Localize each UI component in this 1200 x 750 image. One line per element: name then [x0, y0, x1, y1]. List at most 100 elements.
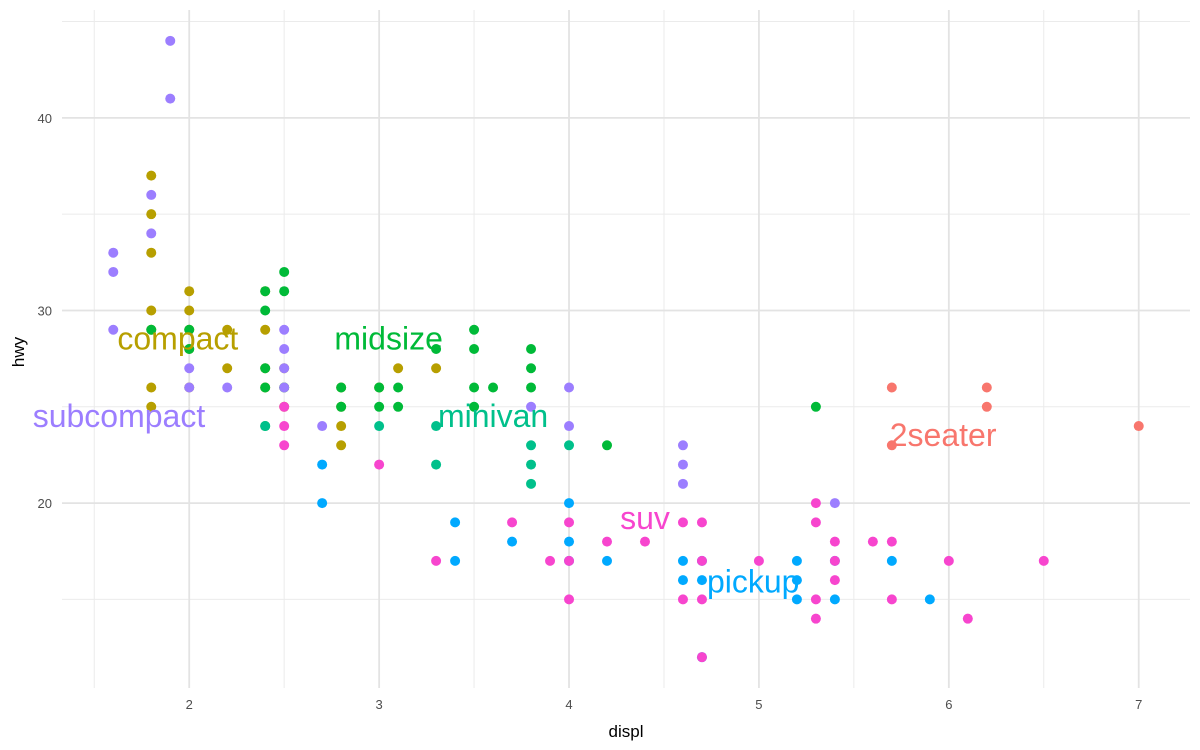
group-labels: 2seater compact midsize minivan pickup subcom… — [33, 321, 997, 600]
data-point-minivan — [564, 440, 575, 451]
data-point-suv — [677, 594, 688, 605]
data-point-compact — [393, 363, 404, 374]
data-point-pickup — [317, 498, 328, 509]
data-point-2seater — [981, 401, 992, 412]
data-point-midsize — [374, 382, 385, 393]
data-point-midsize — [260, 382, 271, 393]
data-point-suv — [867, 536, 878, 547]
data-point-minivan — [526, 459, 537, 470]
data-point-midsize — [279, 286, 290, 297]
data-point-midsize — [469, 324, 480, 335]
data-point-suv — [962, 613, 973, 624]
data-point-subcompact — [677, 440, 688, 451]
data-point-suv — [810, 594, 821, 605]
data-point-subcompact — [677, 478, 688, 489]
data-point-midsize — [810, 401, 821, 412]
data-point-suv — [564, 555, 575, 566]
data-point-midsize — [336, 382, 347, 393]
data-point-midsize — [146, 324, 157, 335]
data-point-pickup — [564, 498, 575, 509]
data-point-2seater — [886, 440, 897, 451]
data-point-suv — [886, 594, 897, 605]
minor-gridlines — [62, 10, 1190, 688]
data-point-subcompact — [279, 344, 290, 354]
data-point-minivan — [526, 440, 537, 451]
data-point-pickup — [677, 555, 688, 566]
data-point-suv — [696, 594, 707, 605]
data-point-compact — [260, 324, 271, 335]
data-point-compact — [336, 421, 347, 432]
x-axis-title: displ — [609, 722, 644, 741]
data-point-suv — [810, 517, 821, 528]
data-point-midsize — [374, 401, 385, 412]
data-point-subcompact — [279, 382, 290, 393]
data-point-compact — [146, 247, 157, 258]
data-point-suv — [602, 536, 613, 547]
data-point-compact — [431, 363, 442, 374]
group-label-compact: compact — [117, 321, 238, 357]
group-label-suv: suv — [620, 500, 670, 536]
data-point-midsize — [393, 382, 404, 393]
y-axis-title: hwy — [9, 336, 28, 367]
data-point-suv — [696, 555, 707, 566]
data-point-suv — [696, 652, 707, 663]
data-point-subcompact — [829, 498, 840, 509]
data-point-suv — [279, 401, 290, 412]
data-point-minivan — [260, 421, 271, 432]
data-point-pickup — [677, 575, 688, 586]
data-point-subcompact — [146, 228, 157, 239]
data-point-pickup — [924, 594, 935, 605]
x-tick-label: 6 — [945, 697, 952, 712]
data-point-pickup — [696, 575, 707, 586]
group-label-pickup: pickup — [707, 563, 800, 599]
x-tick-label: 4 — [565, 697, 572, 712]
data-point-suv — [431, 555, 442, 566]
data-point-suv — [564, 517, 575, 528]
data-point-suv — [279, 421, 290, 432]
data-point-midsize — [526, 363, 537, 374]
data-point-midsize — [488, 382, 499, 393]
data-point-subcompact — [184, 363, 195, 374]
data-point-pickup — [564, 536, 575, 547]
data-point-suv — [1038, 555, 1049, 566]
data-point-subcompact — [564, 421, 575, 432]
data-point-pickup — [829, 594, 840, 605]
data-point-midsize — [279, 266, 290, 277]
data-point-suv — [810, 613, 821, 624]
data-point-suv — [564, 594, 575, 605]
data-point-compact — [146, 305, 157, 316]
data-point-suv — [810, 498, 821, 509]
data-point-midsize — [260, 363, 271, 374]
data-point-compact — [146, 209, 157, 220]
data-point-subcompact — [108, 266, 119, 277]
data-point-midsize — [469, 344, 480, 354]
x-tick-label: 2 — [186, 697, 193, 712]
data-point-midsize — [260, 305, 271, 316]
data-point-compact — [146, 401, 157, 412]
x-tick-labels: 2 3 4 5 6 7 — [186, 697, 1143, 712]
data-point-subcompact — [526, 401, 537, 412]
data-point-midsize — [469, 382, 480, 393]
data-point-suv — [639, 536, 650, 547]
data-point-suv — [696, 517, 707, 528]
data-point-suv — [829, 555, 840, 566]
data-point-subcompact — [564, 382, 575, 393]
data-point-2seater — [1133, 421, 1144, 432]
data-point-midsize — [336, 401, 347, 412]
group-label-2seater: 2seater — [890, 417, 997, 453]
data-point-pickup — [450, 517, 461, 528]
data-point-minivan — [374, 421, 385, 432]
data-point-pickup — [886, 555, 897, 566]
data-point-pickup — [602, 555, 613, 566]
data-point-subcompact — [165, 35, 176, 46]
data-point-midsize — [393, 401, 404, 412]
x-tick-label: 5 — [755, 697, 762, 712]
group-label-minivan: minivan — [438, 398, 548, 434]
data-point-2seater — [886, 382, 897, 393]
data-point-suv — [374, 459, 385, 470]
y-tick-label: 30 — [38, 303, 52, 318]
x-tick-label: 3 — [376, 697, 383, 712]
data-point-subcompact — [108, 324, 119, 335]
data-point-suv — [886, 536, 897, 547]
